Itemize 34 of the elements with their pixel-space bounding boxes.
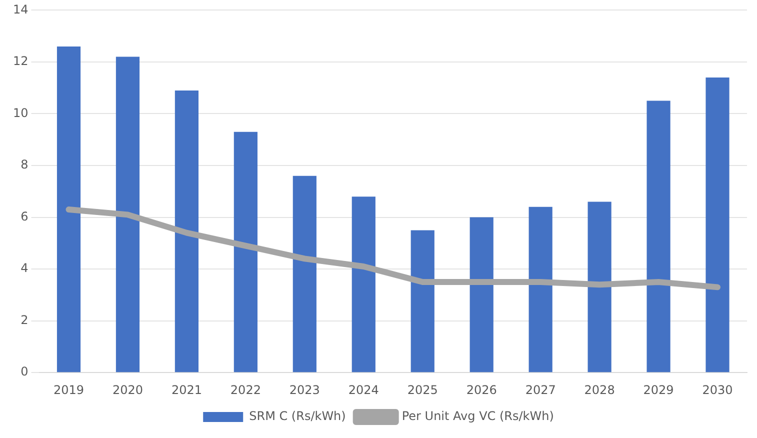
x-tick-label: 2021 bbox=[171, 382, 202, 397]
x-tick-label: 2022 bbox=[230, 382, 261, 397]
legend-label: Per Unit Avg VC (Rs/kWh) bbox=[402, 409, 554, 424]
x-tick-label: 2027 bbox=[525, 382, 556, 397]
y-tick-label: 12 bbox=[12, 54, 28, 68]
y-tick-label: 2 bbox=[20, 312, 28, 327]
y-tick-label: 4 bbox=[20, 261, 28, 276]
x-tick-label: 2023 bbox=[289, 382, 320, 397]
bar bbox=[234, 132, 258, 372]
bar bbox=[706, 78, 730, 372]
y-tick-label: 8 bbox=[20, 158, 28, 172]
x-tick-label: 2030 bbox=[702, 382, 733, 397]
x-tick-label: 2024 bbox=[348, 382, 379, 397]
bar bbox=[174, 90, 199, 372]
x-tick-label: 2026 bbox=[466, 382, 497, 397]
bar bbox=[116, 56, 140, 372]
bar bbox=[292, 176, 316, 372]
bar bbox=[352, 196, 376, 372]
bar bbox=[410, 230, 434, 372]
x-tick-label: 2025 bbox=[407, 382, 438, 397]
y-tick-label: 6 bbox=[20, 209, 28, 224]
x-tick-label: 2019 bbox=[53, 382, 84, 397]
x-tick-label: 2029 bbox=[643, 382, 674, 397]
bar bbox=[470, 217, 494, 372]
legend-label: SRM C (Rs/kWh) bbox=[249, 409, 346, 424]
x-tick-label: 2020 bbox=[112, 382, 144, 397]
bar bbox=[56, 46, 81, 372]
bar bbox=[528, 206, 552, 372]
y-tick-label: 10 bbox=[12, 106, 28, 120]
bar bbox=[646, 100, 670, 372]
y-tick-label: 0 bbox=[20, 364, 28, 379]
bar bbox=[588, 202, 612, 372]
x-tick-label: 2028 bbox=[584, 382, 615, 397]
y-tick-label: 14 bbox=[12, 2, 28, 16]
